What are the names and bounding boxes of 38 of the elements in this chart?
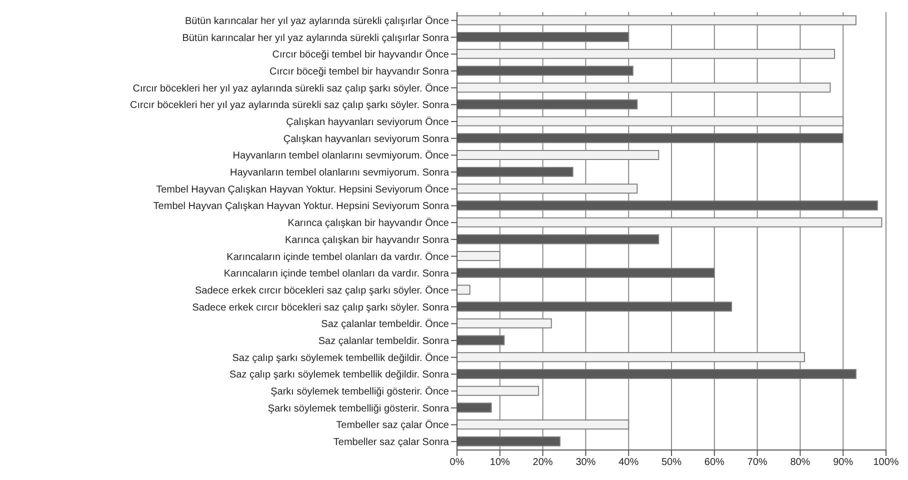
- y-tick-label: Saz çalanlar tembeldir. Sonra: [318, 336, 450, 347]
- y-tick-label: Çalışkan hayvanları seviyorum Önce: [286, 116, 450, 128]
- x-tick-label: 60%: [704, 457, 725, 468]
- y-tick-label: Hayvanların tembel olanlarını sevmiyorum. Önce: [232, 150, 450, 162]
- y-tick-label: Sadece erkek cırcır böcekleri saz çalıp şarkı söyler. Önce: [195, 284, 450, 296]
- x-tick-label: 20%: [532, 457, 553, 468]
- y-tick-label: Karınca çalışkan bir hayvandır Önce: [288, 217, 450, 230]
- y-tick-label: Cırcır böcekleri her yıl yaz aylarında sürekli saz çalıp şarkı söyler. Önce: [132, 82, 450, 94]
- y-tick-label: Tembeller saz çalar Sonra: [333, 437, 450, 448]
- y-tick-label: Saz çalıp şarkı söylemek tembellik değildir. Sonra: [229, 370, 450, 381]
- y-tick-label: Karınca çalışkan bir hayvandır Sonra: [285, 234, 450, 246]
- y-tick-label: Cırcır böceği tembel bir hayvandır Sonra: [269, 66, 450, 78]
- y-tick-label: Tembel Hayvan Çalışkan Hayvan Yoktur. Hepsini Seviyorum Sonra: [153, 201, 450, 212]
- y-tick-label: Karıncaların içinde tembel olanları da vardır. Önce: [226, 250, 450, 263]
- x-tick-label: 0%: [450, 457, 464, 468]
- x-tick-label: 70%: [747, 457, 768, 468]
- x-tick-label: 50%: [661, 457, 682, 468]
- y-tick-label: Bütün karıncalar her yıl yaz aylarında sürekli çalışırlar Önce: [185, 14, 450, 27]
- y-tick-label: Çalışkan hayvanları seviyorum Sonra: [283, 134, 450, 145]
- y-tick-label: Tembel Hayvan Çalışkan Hayvan Yoktur. Hepsini Seviyorum Önce: [156, 183, 450, 196]
- x-tick-label: 100%: [873, 457, 899, 468]
- x-tick-label: 40%: [618, 457, 639, 468]
- y-tick-label: Saz çalıp şarkı söylemek tembellik değildir. Önce: [232, 352, 450, 364]
- x-tick-label: 30%: [576, 457, 596, 468]
- y-tick-label: Şarkı söylemek tembelliği gösterir. Sonra: [268, 403, 450, 414]
- x-tick-label: 90%: [833, 457, 854, 468]
- bar: [457, 284, 470, 295]
- y-tick-label: Hayvanların tembel olanlarını sevmiyorum. Sonra: [230, 168, 450, 179]
- y-tick-label: Sadece erkek cırcır böcekleri saz çalıp şarkı söyler. Sonra: [192, 302, 450, 314]
- y-tick-label: Cırcır böceği tembel bir hayvandır Önce: [272, 48, 450, 61]
- x-tick-label: 80%: [790, 457, 810, 468]
- y-tick-label: Tembeller saz çalar Önce: [336, 419, 450, 432]
- x-tick-label: 10%: [490, 457, 510, 468]
- y-tick-label: Şarkı söylemek tembelliği gösterir. Önce: [270, 386, 450, 398]
- y-tick-label: Cırcır böcekleri her yıl yaz aylarında sürekli saz çalıp şarkı söyler. Sonra: [130, 100, 450, 112]
- y-tick-label: Karıncaların içinde tembel olanları da vardır. Sonra: [224, 268, 450, 280]
- y-tick-label: Saz çalanlar tembeldir. Önce: [321, 318, 450, 330]
- y-tick-label: Bütün karıncalar her yıl yaz aylarında sürekli çalışırlar Sonra: [182, 32, 450, 44]
